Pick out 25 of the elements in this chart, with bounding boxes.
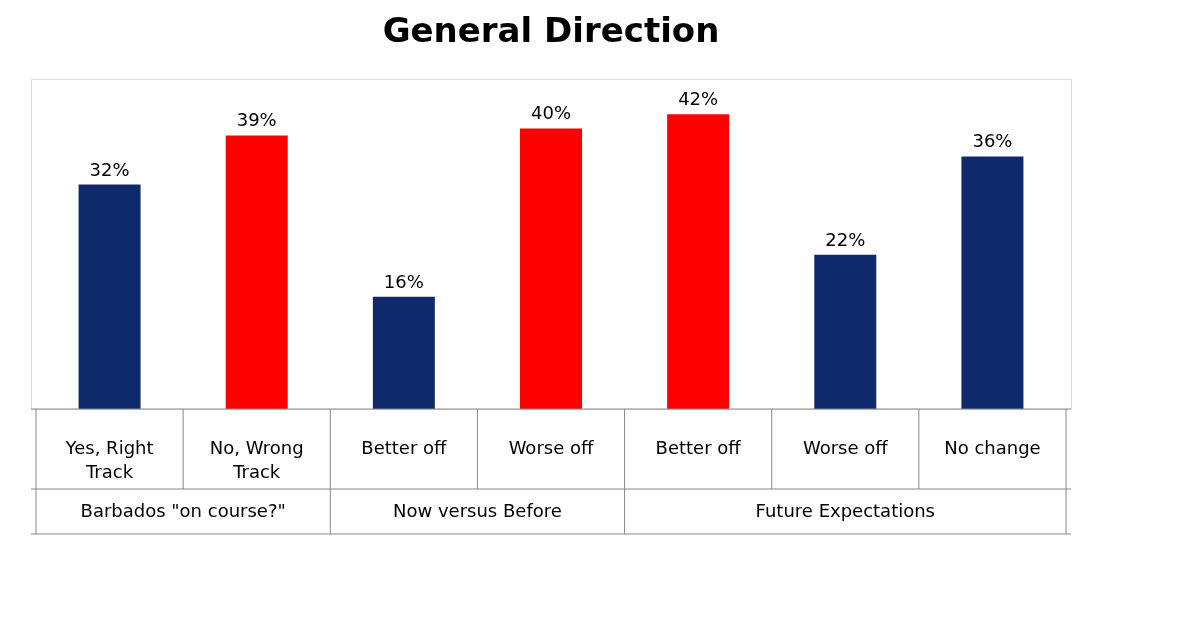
chart-title: General Direction xyxy=(382,10,720,50)
x-tick-label: Better off xyxy=(361,437,448,458)
x-tick-label: Better off xyxy=(655,437,742,458)
bar xyxy=(814,254,877,409)
data-label: 39% xyxy=(236,109,277,131)
bar xyxy=(961,156,1024,409)
bar xyxy=(225,135,288,409)
x-tick-label: No, Wrong Track xyxy=(209,437,304,482)
bar xyxy=(372,296,435,409)
x-tick-label: Yes, Right Track xyxy=(64,437,154,482)
data-label: 36% xyxy=(972,130,1013,152)
data-label: 22% xyxy=(825,228,866,250)
data-label: 32% xyxy=(89,158,130,180)
bar xyxy=(520,128,582,409)
data-label: 40% xyxy=(530,102,572,124)
data-label: 16% xyxy=(383,270,424,292)
text: Now versus Before xyxy=(393,499,562,521)
bar xyxy=(667,114,730,409)
bar xyxy=(78,184,141,409)
text: Future Expectations xyxy=(755,499,935,521)
data-label: 42% xyxy=(678,88,719,110)
text: Barbados "on course?" xyxy=(80,499,286,521)
x-tick-label: Worse off xyxy=(802,437,889,458)
x-tick-label: No change xyxy=(944,437,1041,458)
x-tick-label: Worse off xyxy=(508,437,594,458)
